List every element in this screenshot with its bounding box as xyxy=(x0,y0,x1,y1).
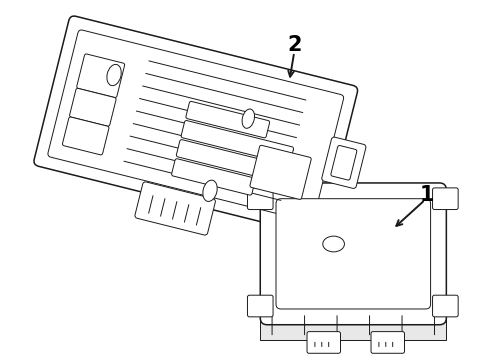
Text: 2: 2 xyxy=(287,35,301,55)
FancyBboxPatch shape xyxy=(307,332,341,353)
Text: 1: 1 xyxy=(420,185,435,205)
FancyBboxPatch shape xyxy=(34,16,358,236)
FancyArrowPatch shape xyxy=(143,86,300,125)
FancyBboxPatch shape xyxy=(62,117,109,155)
Polygon shape xyxy=(260,311,446,339)
FancyBboxPatch shape xyxy=(77,54,124,98)
FancyBboxPatch shape xyxy=(433,188,458,210)
FancyBboxPatch shape xyxy=(70,88,116,126)
Ellipse shape xyxy=(107,64,121,86)
FancyBboxPatch shape xyxy=(172,159,255,195)
FancyBboxPatch shape xyxy=(48,30,343,222)
FancyBboxPatch shape xyxy=(250,145,311,199)
Ellipse shape xyxy=(203,180,217,202)
FancyBboxPatch shape xyxy=(322,137,366,188)
FancyBboxPatch shape xyxy=(331,145,357,180)
FancyArrowPatch shape xyxy=(130,136,287,175)
FancyBboxPatch shape xyxy=(176,140,270,179)
FancyBboxPatch shape xyxy=(371,332,405,353)
FancyArrowPatch shape xyxy=(172,202,177,219)
FancyBboxPatch shape xyxy=(186,102,270,138)
FancyArrowPatch shape xyxy=(148,196,153,213)
FancyArrowPatch shape xyxy=(140,99,296,138)
FancyArrowPatch shape xyxy=(127,149,284,188)
FancyBboxPatch shape xyxy=(247,295,273,317)
FancyBboxPatch shape xyxy=(181,121,294,164)
FancyBboxPatch shape xyxy=(260,183,446,325)
FancyArrowPatch shape xyxy=(136,111,294,150)
FancyArrowPatch shape xyxy=(149,61,306,100)
FancyBboxPatch shape xyxy=(276,199,431,309)
FancyArrowPatch shape xyxy=(161,199,165,216)
Ellipse shape xyxy=(242,109,254,128)
FancyArrowPatch shape xyxy=(184,204,189,222)
FancyArrowPatch shape xyxy=(133,123,290,163)
FancyArrowPatch shape xyxy=(196,208,201,225)
FancyBboxPatch shape xyxy=(135,182,216,235)
Ellipse shape xyxy=(323,236,344,252)
FancyBboxPatch shape xyxy=(247,188,273,210)
FancyArrowPatch shape xyxy=(124,161,281,201)
FancyBboxPatch shape xyxy=(433,295,458,317)
FancyArrowPatch shape xyxy=(146,73,303,113)
